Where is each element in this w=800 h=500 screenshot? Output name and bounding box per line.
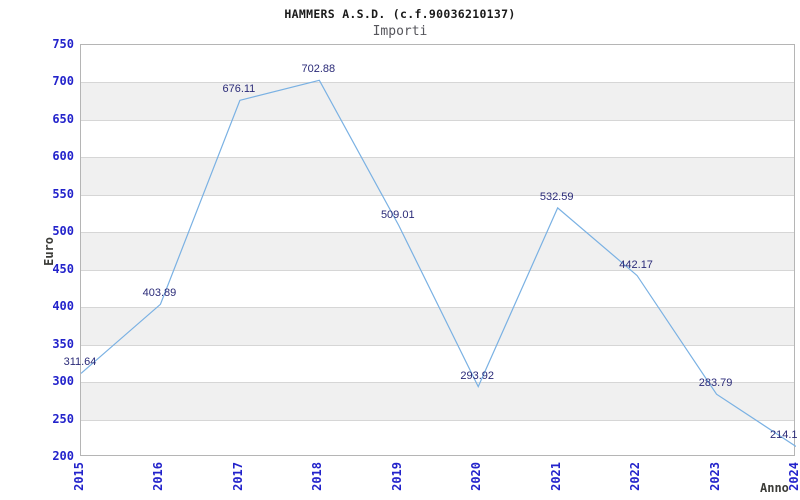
plot-band	[81, 232, 794, 270]
x-tick-label: 2021	[548, 462, 563, 491]
gridline	[81, 382, 794, 384]
gridline	[81, 232, 794, 234]
gridline	[81, 307, 794, 309]
x-tick-label: 2017	[230, 462, 245, 491]
gridline	[81, 157, 794, 159]
y-tick-label: 750	[52, 37, 74, 51]
chart-subtitle: Importi	[372, 24, 428, 39]
x-tick-label: 2016	[151, 462, 166, 491]
plot-area	[80, 44, 796, 456]
y-tick-label: 350	[52, 336, 74, 351]
plot-band	[81, 82, 794, 120]
point-label: 532.59	[539, 190, 574, 203]
y-tick-label: 250	[52, 411, 74, 426]
gridline	[81, 194, 794, 196]
y-tick-label: 550	[52, 186, 74, 201]
x-tick-label: 2022	[628, 462, 643, 491]
point-label: 283.79	[698, 377, 733, 390]
point-label: 403.89	[142, 287, 177, 300]
y-tick-label: 200	[52, 449, 74, 463]
point-label: 509.01	[380, 208, 415, 221]
x-axis-title: Anno	[760, 481, 789, 495]
y-tick-label: 300	[52, 374, 74, 389]
point-label: 311.64	[63, 356, 97, 369]
x-tick-label: 2020	[469, 462, 484, 491]
y-tick-label: 650	[52, 111, 74, 126]
gridline	[81, 419, 794, 421]
gridline	[81, 344, 794, 346]
gridline	[81, 82, 794, 84]
y-tick-label: 450	[52, 261, 74, 276]
point-label: 214.1	[770, 429, 798, 442]
y-tick-label: 400	[52, 299, 74, 314]
x-tick-label: 2024	[787, 462, 800, 491]
chart-title: HAMMERS A.S.D. (c.f.90036210137)	[284, 7, 516, 21]
x-tick-label: 2023	[707, 462, 722, 491]
x-tick-label: 2015	[72, 462, 86, 491]
gridline	[81, 119, 794, 121]
y-tick-label: 600	[52, 149, 74, 164]
y-tick-label: 500	[52, 224, 74, 239]
point-label: 293.92	[460, 369, 495, 382]
gridline	[81, 269, 794, 271]
y-tick-label: 700	[52, 74, 74, 89]
point-label: 442.17	[619, 258, 653, 271]
plot-band	[81, 307, 794, 345]
point-label: 676.11	[222, 83, 256, 96]
data-line	[81, 79, 796, 447]
plot-band	[81, 382, 794, 420]
point-label: 702.88	[301, 63, 336, 76]
x-tick-label: 2019	[389, 462, 404, 491]
x-tick-label: 2018	[310, 462, 325, 491]
plot-band	[81, 157, 794, 195]
